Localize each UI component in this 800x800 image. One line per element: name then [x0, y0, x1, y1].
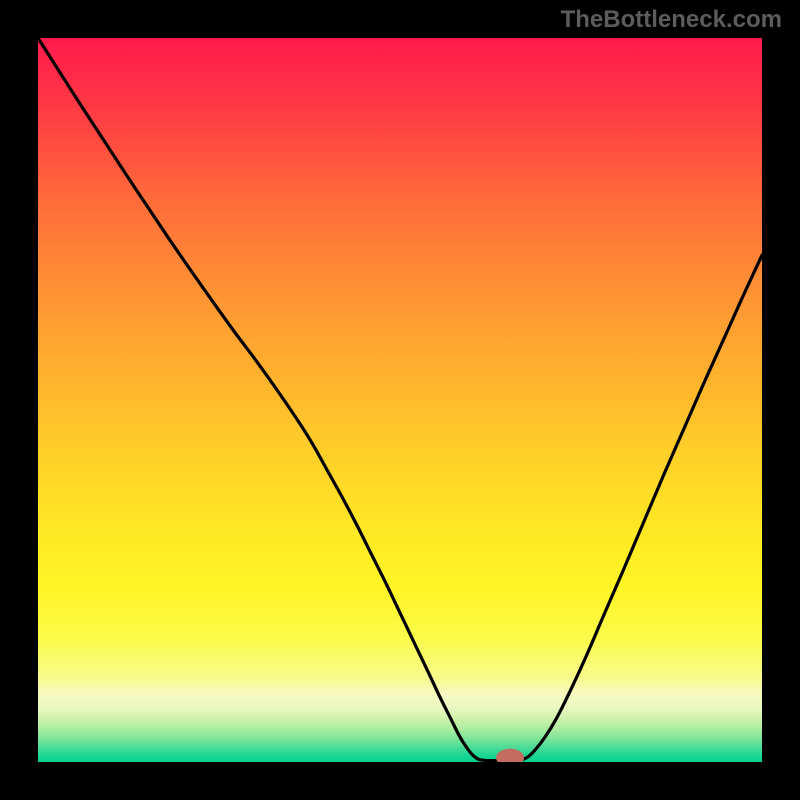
watermark-text: TheBottleneck.com [561, 6, 782, 34]
bottleneck-curve-chart [38, 38, 762, 762]
chart-background [38, 38, 762, 762]
chart-frame: TheBottleneck.com [0, 0, 800, 800]
plot-area [38, 38, 762, 762]
